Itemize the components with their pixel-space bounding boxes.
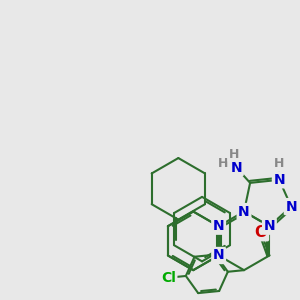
Text: H: H <box>218 157 228 170</box>
Text: H: H <box>229 148 239 160</box>
Text: N: N <box>213 248 224 262</box>
Text: N: N <box>213 219 224 233</box>
Text: N: N <box>273 173 285 187</box>
Text: N: N <box>285 200 297 214</box>
Text: N: N <box>231 160 242 175</box>
Text: Cl: Cl <box>161 271 176 285</box>
Text: N: N <box>264 219 275 233</box>
Text: N: N <box>238 205 250 218</box>
Text: O: O <box>254 225 267 240</box>
Text: H: H <box>274 157 284 170</box>
